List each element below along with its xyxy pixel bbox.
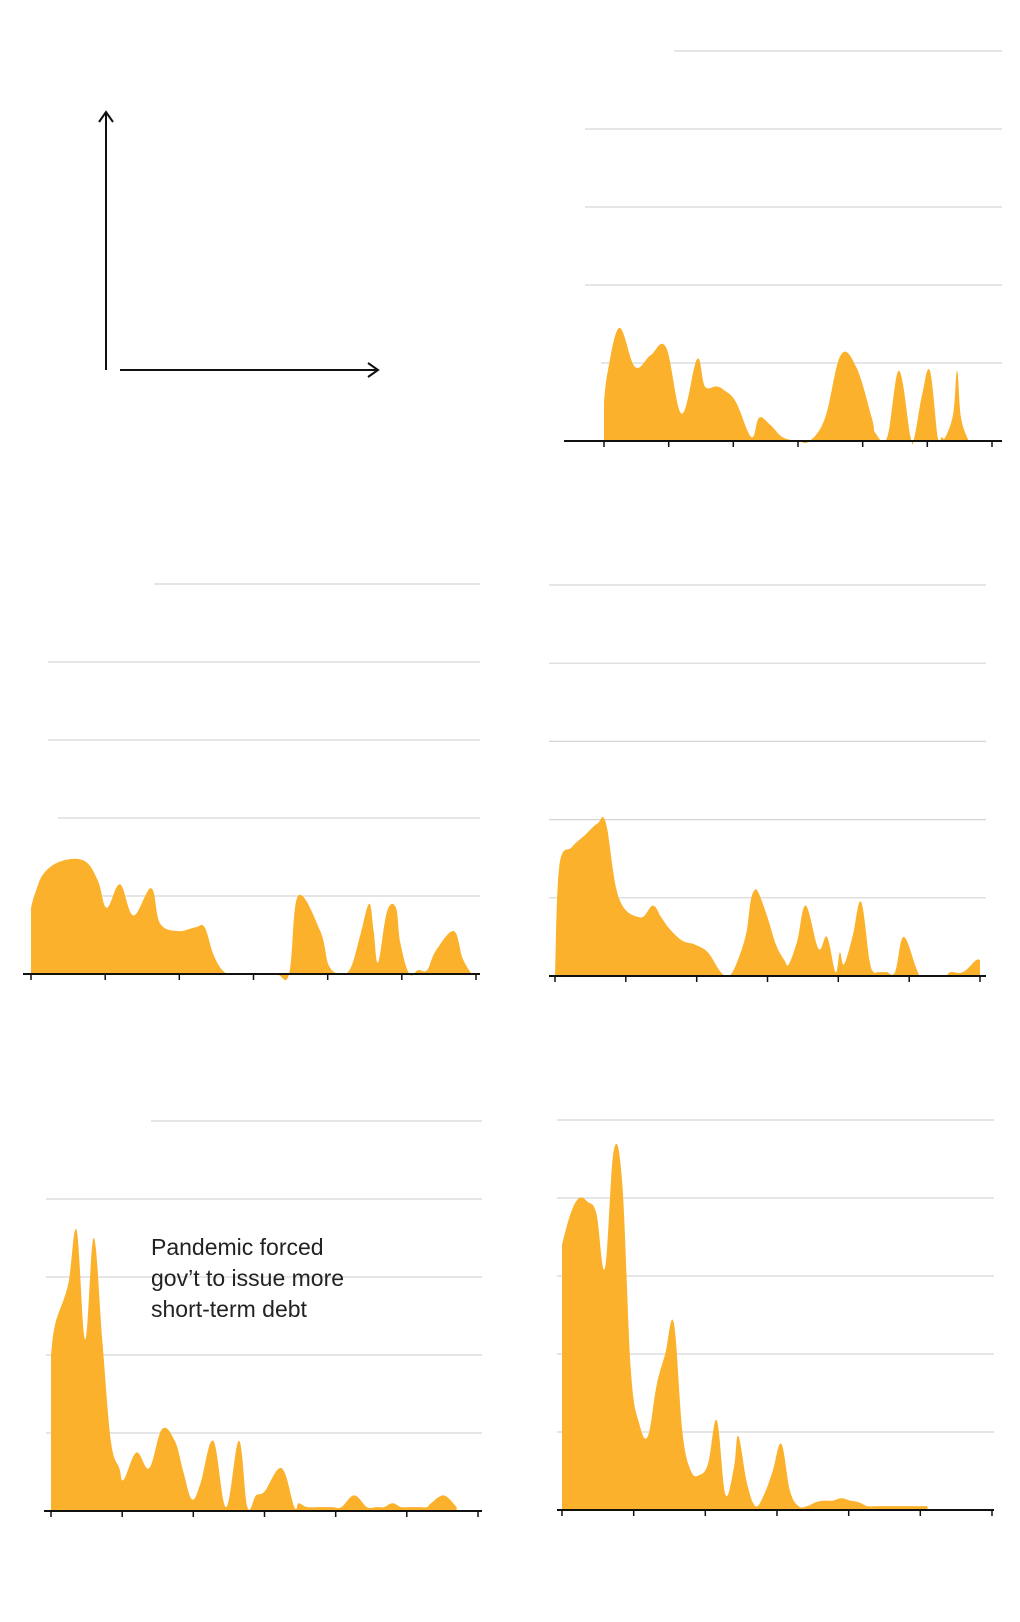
right-arrow-icon bbox=[367, 362, 380, 378]
area-series bbox=[604, 327, 969, 445]
chart-panel-4: Pandemic forced gov’t to issue more short-… bbox=[44, 1120, 482, 1517]
axis-arrows-legend bbox=[98, 110, 380, 378]
annotation-line: short-term debt bbox=[151, 1296, 308, 1322]
area-series bbox=[562, 1143, 928, 1510]
annotation-line: Pandemic forced bbox=[151, 1234, 324, 1260]
annotation-line: gov’t to issue more bbox=[151, 1265, 344, 1291]
area-series bbox=[51, 1228, 457, 1511]
area-series bbox=[31, 858, 472, 981]
area-series bbox=[555, 817, 980, 977]
chart-panel-3 bbox=[549, 584, 986, 982]
chart-panel-2 bbox=[23, 583, 480, 981]
chart-panel-1 bbox=[564, 50, 1002, 447]
chart-panel-5 bbox=[557, 1119, 994, 1516]
up-arrow-icon bbox=[98, 110, 114, 123]
